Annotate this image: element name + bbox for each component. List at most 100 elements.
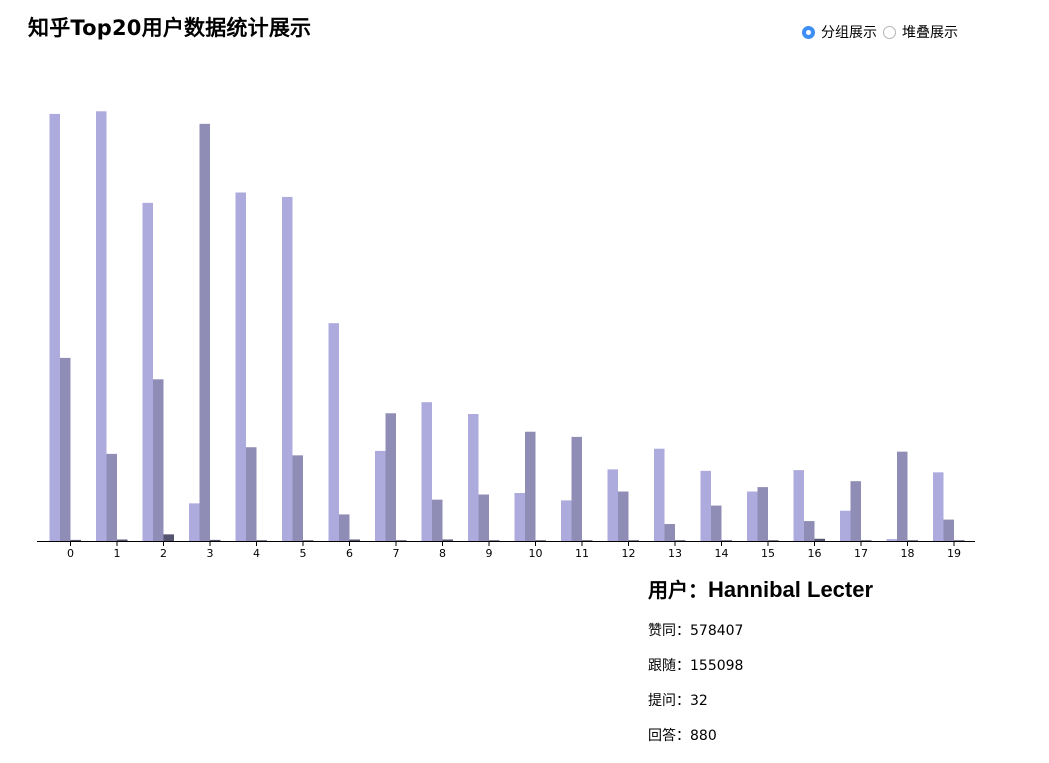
stat-value: 880 [690,728,717,744]
bar-19-series-2[interactable] [954,540,965,541]
grouped-mode-option[interactable]: 分组展示 [802,22,877,42]
bar-15-series-2[interactable] [768,540,779,541]
bar-10-series-0[interactable] [514,493,526,541]
bar-8-series-2[interactable] [442,539,454,541]
bar-5-series-0[interactable] [282,196,293,541]
bar-16-series-2[interactable] [814,538,826,541]
bar-10-series-2[interactable] [535,540,547,541]
bar-14-series-2[interactable] [721,540,733,541]
stat-label: 赞同： [648,623,690,639]
x-tick-label-3: 3 [207,547,214,560]
bar-18-series-0[interactable] [886,539,898,541]
bar-11-series-0[interactable] [561,500,572,541]
bar-13-series-2[interactable] [675,540,686,541]
bar-4-series-2[interactable] [256,540,268,541]
bar-17-series-0[interactable] [840,510,851,541]
grouped-mode-label: 分组展示 [821,25,877,41]
bar-13-series-1[interactable] [664,524,676,541]
x-tick-label-11: 11 [575,547,589,560]
x-axis-ticks: 0 1 2 3 4 5 6 7 8 9 10 11 12 13 14 15 16 17 18 19 [67,541,961,560]
bar-6-series-1[interactable] [339,514,350,541]
stat-label: 回答： [648,728,690,744]
stacked-mode-label: 堆叠展示 [902,25,958,41]
bar-11-series-1[interactable] [571,436,583,541]
bar-7-series-2[interactable] [396,540,407,541]
bar-18-series-2[interactable] [907,540,919,541]
bar-6-series-0[interactable] [328,323,340,541]
bar-3-series-0[interactable] [189,503,200,542]
bar-14-series-0[interactable] [700,470,712,541]
bar-2-series-2[interactable] [163,534,175,542]
bar-15-series-0[interactable] [747,491,758,541]
bar-1-series-1[interactable] [106,453,118,541]
bar-8-series-1[interactable] [432,499,443,541]
x-tick-label-9: 9 [486,547,493,560]
bar-16-series-0[interactable] [793,470,805,541]
bar-15-series-1[interactable] [757,487,769,541]
x-tick-label-14: 14 [715,547,729,560]
bar-6-series-2[interactable] [349,539,361,541]
bar-12-series-2[interactable] [628,540,640,541]
bar-7-series-0[interactable] [375,450,386,541]
stat-questions: 提问：32 [648,691,873,726]
bar-5-series-2[interactable] [303,540,314,541]
bar-5-series-1[interactable] [292,455,304,541]
x-tick-label-4: 4 [253,547,260,560]
bar-chart: 0 1 2 3 4 5 6 7 8 9 10 11 12 13 14 15 16 17 18 19 [37,111,975,560]
bar-3-series-2[interactable] [210,539,221,541]
user-info-panel: 用户：Hannibal Lecter 赞同：578407 跟随：155098 提… [648,574,873,761]
grouped-mode-radio[interactable] [802,25,815,39]
bar-7-series-1[interactable] [385,413,397,541]
stat-value: 32 [690,693,708,709]
x-tick-label-6: 6 [346,547,353,560]
user-name: Hannibal Lecter [708,577,874,602]
bar-8-series-0[interactable] [421,402,433,541]
bar-11-series-2[interactable] [582,540,593,541]
x-tick-label-15: 15 [761,547,775,560]
stacked-mode-radio[interactable] [883,25,896,39]
x-tick-label-2: 2 [160,547,167,560]
bar-0-series-2[interactable] [70,539,82,541]
bar-4-series-0[interactable] [235,192,247,541]
bar-3-series-1[interactable] [199,123,211,541]
bar-14-series-1[interactable] [711,505,722,541]
stat-label: 跟随： [648,658,690,674]
bar-1-series-2[interactable] [117,539,128,541]
bar-2-series-0[interactable] [142,202,154,541]
bar-18-series-1[interactable] [897,451,908,541]
x-tick-label-19: 19 [947,547,961,560]
stat-followers: 跟随：155098 [648,656,873,691]
bar-13-series-0[interactable] [654,448,665,541]
bar-2-series-1[interactable] [153,379,164,541]
x-tick-label-17: 17 [854,547,868,560]
x-tick-label-10: 10 [529,547,543,560]
stat-value: 578407 [690,623,744,639]
bar-19-series-0[interactable] [933,472,944,541]
bar-0-series-0[interactable] [49,113,61,541]
bar-12-series-0[interactable] [607,469,619,541]
stat-label: 提问： [648,693,690,709]
bar-9-series-2[interactable] [489,540,500,541]
page-title: 知乎Top20用户数据统计展示 [28,16,312,40]
x-tick-label-12: 12 [622,547,636,560]
bar-17-series-1[interactable] [850,481,862,541]
x-tick-label-5: 5 [300,547,307,560]
stat-answers: 回答：880 [648,726,873,761]
x-tick-label-8: 8 [439,547,446,560]
stacked-mode-option[interactable]: 堆叠展示 [883,22,958,42]
bar-10-series-1[interactable] [525,431,536,541]
bar-12-series-1[interactable] [618,491,629,541]
bar-19-series-1[interactable] [943,519,955,541]
bar-16-series-1[interactable] [804,521,815,542]
user-title: 用户：Hannibal Lecter [648,574,873,603]
bar-9-series-0[interactable] [468,414,479,541]
bar-4-series-1[interactable] [246,447,257,541]
x-tick-label-16: 16 [808,547,822,560]
bar-9-series-1[interactable] [478,494,490,542]
bar-0-series-1[interactable] [60,357,71,541]
x-tick-label-0: 0 [67,547,74,560]
x-tick-label-7: 7 [393,547,400,560]
bar-17-series-2[interactable] [861,540,872,541]
bar-1-series-0[interactable] [96,111,107,541]
bars-layer [49,111,965,542]
